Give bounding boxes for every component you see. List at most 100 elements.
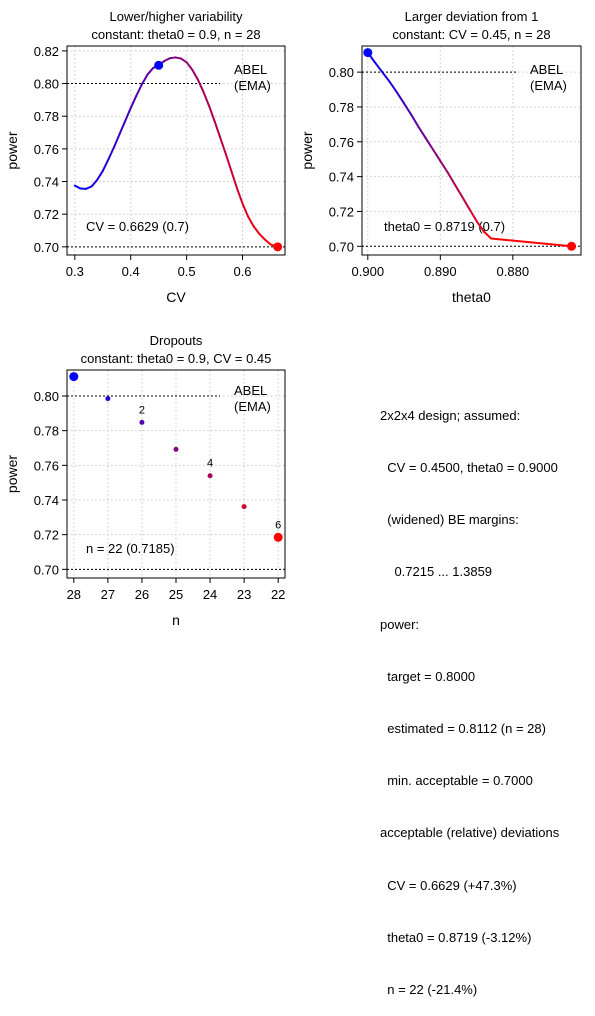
y-tick-label: 0.72 (34, 528, 59, 543)
summary-line: min. acceptable = 0.7000 (380, 772, 559, 789)
y-tick-label: 0.80 (34, 389, 59, 404)
series-line-segment (440, 161, 447, 172)
x-tick-label: 0.5 (178, 264, 196, 279)
y-tick-label: 0.76 (34, 458, 59, 473)
x-tick-label: 24 (203, 587, 217, 602)
data-label: 6 (275, 519, 281, 531)
y-tick-label: 0.72 (329, 204, 354, 219)
chart-subtitle: constant: theta0 = 0.9, n = 28 (91, 27, 260, 42)
y-tick-label: 0.78 (34, 424, 59, 439)
summary-line: target = 0.8000 (380, 668, 559, 685)
x-tick-label: 0.890 (424, 264, 457, 279)
y-tick-label: 0.78 (34, 109, 59, 124)
summary-line: theta0 = 0.8719 (-3.12%) (380, 929, 559, 946)
series-line-segment (120, 121, 126, 134)
y-tick-label: 0.82 (34, 44, 59, 59)
annotation-label: n = 22 (0.7185) (86, 541, 175, 556)
series-line-segment (426, 138, 433, 149)
series-line-segment (265, 239, 271, 244)
legend-entry: (EMA) (234, 399, 271, 414)
series-line-segment (491, 238, 571, 246)
series-line-segment (231, 171, 237, 188)
y-tick-label: 0.70 (34, 240, 59, 255)
chart-subtitle: constant: CV = 0.45, n = 28 (392, 27, 550, 42)
x-tick-label: 0.6 (233, 264, 251, 279)
series-line-segment (419, 127, 426, 138)
x-tick-label: 28 (67, 587, 81, 602)
data-point (174, 447, 179, 452)
x-axis-label: n (172, 612, 180, 628)
series-line-segment (254, 226, 260, 233)
chart-title: Larger deviation from 1 (405, 9, 539, 24)
series-line-segment (220, 137, 226, 153)
x-tick-label: 0.4 (122, 264, 140, 279)
data-point (208, 473, 213, 478)
summary-panel: 2x2x4 design; assumed: CV = 0.4500, thet… (380, 372, 559, 1016)
x-tick-label: 26 (135, 587, 149, 602)
series-line-segment (397, 92, 404, 103)
x-tick-label: 0.3 (66, 264, 84, 279)
summary-line: (widened) BE margins: (380, 511, 559, 528)
summary-line: CV = 0.6629 (+47.3%) (380, 877, 559, 894)
x-axis-label: CV (166, 289, 186, 305)
y-axis-label: power (4, 455, 20, 493)
legend-entry: ABEL (530, 62, 563, 77)
y-tick-label: 0.74 (34, 493, 59, 508)
series-line-segment (125, 108, 131, 121)
y-tick-label: 0.76 (329, 135, 354, 150)
data-label: 4 (207, 458, 213, 470)
x-tick-label: 22 (271, 587, 285, 602)
series-line-segment (375, 63, 382, 73)
marker-point (363, 48, 372, 57)
series-line-segment (192, 70, 198, 80)
legend-entry: (EMA) (234, 78, 271, 93)
series-line-segment (411, 115, 418, 127)
summary-line: 2x2x4 design; assumed: (380, 407, 559, 424)
annotation-label: CV = 0.6629 (0.7) (86, 219, 189, 234)
summary-line: acceptable (relative) deviations (380, 824, 559, 841)
x-tick-label: 0.900 (352, 264, 385, 279)
x-axis-label: theta0 (452, 289, 491, 305)
y-tick-label: 0.76 (34, 142, 59, 157)
chart-title: Lower/higher variability (110, 9, 243, 24)
summary-line: 0.7215 ... 1.3859 (380, 563, 559, 580)
series-line-segment (382, 72, 389, 82)
series-line-segment (259, 234, 265, 240)
y-axis-label: power (299, 131, 315, 169)
series-line-segment (203, 92, 209, 106)
series-line-segment (97, 171, 103, 180)
x-tick-label: 0.880 (497, 264, 530, 279)
series-line-segment (142, 75, 148, 85)
series-line-segment (462, 197, 469, 209)
series-line-segment (187, 62, 193, 69)
legend-entry: ABEL (234, 62, 267, 77)
y-tick-label: 0.70 (34, 562, 59, 577)
summary-line: power: (380, 616, 559, 633)
series-line-segment (215, 121, 221, 137)
series-line-segment (209, 106, 215, 122)
series-line-segment (103, 159, 109, 170)
series-line-segment (226, 154, 232, 171)
series-line-segment (390, 82, 397, 92)
y-axis-label: power (4, 131, 20, 169)
series-line-segment (181, 59, 187, 63)
chart-title: Dropouts (150, 333, 203, 348)
summary-line: n = 22 (-21.4%) (380, 981, 559, 998)
series-line-segment (131, 96, 137, 108)
legend-entry: (EMA) (530, 78, 567, 93)
y-tick-label: 0.78 (329, 100, 354, 115)
annotation-label: theta0 = 0.8719 (0.7) (384, 219, 505, 234)
data-point (139, 420, 144, 425)
data-point (69, 372, 78, 381)
y-tick-label: 0.74 (329, 170, 354, 185)
series-line-segment (448, 172, 455, 184)
marker-point (273, 242, 282, 251)
y-tick-label: 0.80 (34, 77, 59, 92)
series-line-segment (433, 150, 440, 161)
series-line-segment (136, 84, 142, 95)
summary-line: CV = 0.4500, theta0 = 0.9000 (380, 459, 559, 476)
marker-point (154, 61, 163, 70)
marker-point (567, 242, 576, 251)
y-tick-label: 0.80 (329, 65, 354, 80)
x-tick-label: 27 (101, 587, 115, 602)
